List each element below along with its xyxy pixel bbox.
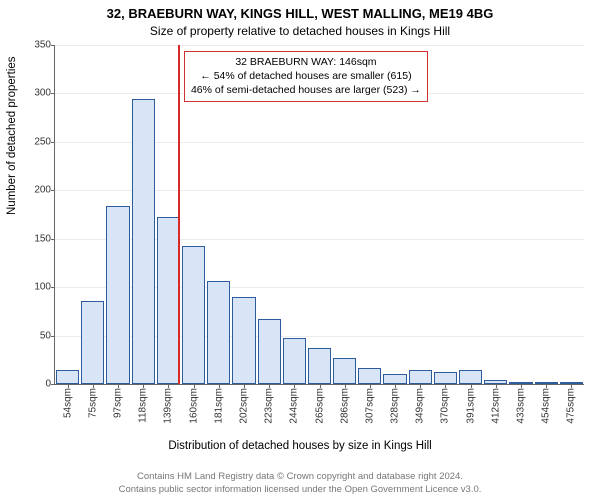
ytick-label: 300 [34, 88, 51, 99]
histogram-bar [434, 372, 457, 384]
histogram-bar [81, 301, 104, 384]
ytick [51, 93, 55, 94]
histogram-bar [333, 358, 356, 384]
ytick [51, 336, 55, 337]
xtick-label: 160sqm [188, 388, 199, 424]
xtick-label: 349sqm [415, 388, 426, 424]
histogram-bar [409, 370, 432, 384]
gridline-h [55, 45, 584, 46]
histogram-bar [106, 206, 129, 384]
footer-line-2: Contains public sector information licen… [0, 484, 600, 496]
histogram-bar [258, 319, 281, 384]
marker-callout: 32 BRAEBURN WAY: 146sqm ← 54% of detache… [184, 51, 428, 102]
x-axis-label: Distribution of detached houses by size … [0, 440, 600, 452]
histogram-bar [56, 370, 79, 384]
marker-line [178, 45, 180, 384]
histogram-bar [207, 281, 230, 384]
ytick [51, 142, 55, 143]
ytick [51, 239, 55, 240]
chart-title-sub: Size of property relative to detached ho… [0, 24, 600, 38]
histogram-bar [459, 370, 482, 384]
y-axis-label: Number of detached properties [6, 56, 18, 215]
xtick-label: 475sqm [566, 388, 577, 424]
histogram-bar [283, 338, 306, 384]
xtick-label: 412sqm [490, 388, 501, 424]
histogram-bar [157, 217, 180, 384]
ytick-label: 0 [45, 379, 51, 390]
xtick-label: 75sqm [87, 388, 98, 418]
xtick-label: 286sqm [339, 388, 350, 424]
xtick-label: 265sqm [314, 388, 325, 424]
xtick-label: 454sqm [541, 388, 552, 424]
xtick-label: 391sqm [465, 388, 476, 424]
xtick-label: 370sqm [440, 388, 451, 424]
plot-area: 05010015020025030035054sqm75sqm97sqm118s… [54, 45, 584, 385]
xtick-label: 307sqm [364, 388, 375, 424]
xtick-label: 118sqm [138, 388, 149, 423]
histogram-bar [383, 374, 406, 384]
ytick [51, 384, 55, 385]
xtick-label: 97sqm [112, 388, 123, 418]
histogram-bar [182, 246, 205, 384]
callout-line-1: 32 BRAEBURN WAY: 146sqm [191, 55, 421, 69]
ytick-label: 200 [34, 185, 51, 196]
histogram-bar [308, 348, 331, 384]
histogram-bar [232, 297, 255, 384]
xtick-label: 139sqm [163, 388, 174, 424]
callout-line-3: 46% of semi-detached houses are larger (… [191, 83, 421, 97]
ytick-label: 50 [40, 330, 51, 341]
histogram-bar [132, 99, 155, 384]
callout-line-2: ← 54% of detached houses are smaller (61… [191, 69, 421, 83]
xtick-label: 54sqm [62, 388, 73, 418]
histogram-bar [358, 368, 381, 384]
histogram-chart: 32, BRAEBURN WAY, KINGS HILL, WEST MALLI… [0, 0, 600, 500]
footer-line-1: Contains HM Land Registry data © Crown c… [0, 471, 600, 483]
xtick-label: 181sqm [213, 388, 224, 424]
ytick-label: 100 [34, 282, 51, 293]
xtick-label: 328sqm [390, 388, 401, 424]
xtick-label: 433sqm [516, 388, 527, 424]
chart-footer: Contains HM Land Registry data © Crown c… [0, 471, 600, 496]
ytick [51, 190, 55, 191]
xtick-label: 244sqm [289, 388, 300, 424]
ytick-label: 350 [34, 40, 51, 51]
ytick-label: 150 [34, 233, 51, 244]
ytick [51, 45, 55, 46]
chart-title-main: 32, BRAEBURN WAY, KINGS HILL, WEST MALLI… [0, 6, 600, 21]
ytick-label: 250 [34, 136, 51, 147]
xtick-label: 223sqm [264, 388, 275, 424]
ytick [51, 287, 55, 288]
xtick-label: 202sqm [238, 388, 249, 424]
